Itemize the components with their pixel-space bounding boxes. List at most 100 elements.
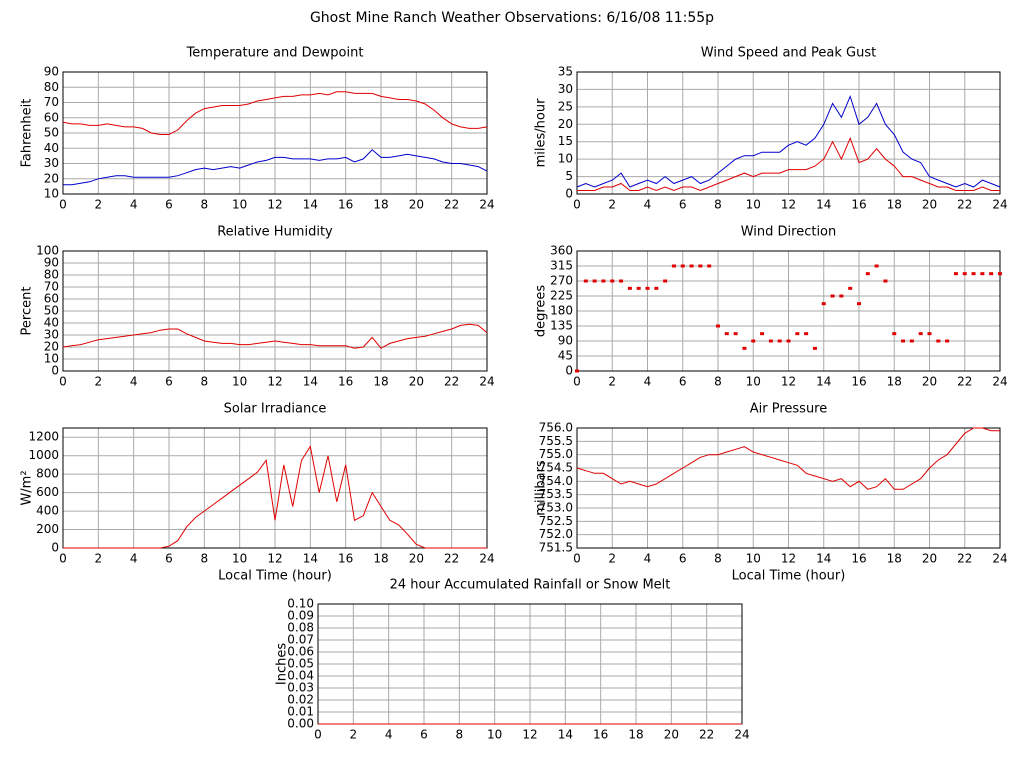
y-tick-label: 755.5: [539, 434, 573, 448]
chart-panel: Temperature and DewpointFahrenheit102030…: [20, 46, 495, 212]
x-tick-label: 20: [664, 728, 679, 742]
y-tick-label: 0: [565, 187, 573, 201]
y-tick-label: 80: [44, 80, 59, 94]
data-point: [671, 264, 676, 268]
data-point: [636, 286, 641, 290]
y-tick-label: 10: [44, 352, 59, 366]
data-point: [742, 346, 747, 350]
x-tick-label: 12: [781, 375, 796, 389]
chart-title: Air Pressure: [750, 402, 828, 417]
x-tick-label: 8: [456, 728, 464, 742]
y-axis-label: Percent: [20, 287, 35, 336]
x-tick-label: 4: [130, 198, 138, 212]
data-point: [760, 332, 765, 336]
x-tick-label: 6: [165, 375, 173, 389]
y-tick-label: 10: [558, 152, 573, 166]
x-tick-label: 2: [95, 375, 103, 389]
data-point: [663, 279, 668, 283]
data-point: [583, 279, 588, 283]
x-tick-label: 4: [385, 728, 393, 742]
x-tick-label: 8: [201, 375, 209, 389]
x-tick-label: 22: [699, 728, 714, 742]
x-tick-label: 8: [714, 375, 722, 389]
x-tick-label: 8: [201, 552, 209, 566]
y-tick-label: 10: [44, 187, 59, 201]
data-point: [751, 339, 756, 343]
y-tick-label: 30: [558, 82, 573, 96]
y-tick-label: 50: [44, 304, 59, 318]
x-tick-label: 6: [679, 375, 687, 389]
x-axis-label: Local Time (hour): [732, 569, 846, 584]
x-tick-label: 14: [816, 375, 831, 389]
data-point: [610, 279, 615, 283]
y-axis-label: Inches: [275, 643, 290, 685]
x-tick-label: 14: [558, 728, 573, 742]
y-tick-label: 70: [44, 280, 59, 294]
x-tick-label: 24: [992, 552, 1007, 566]
y-tick-label: 1200: [28, 430, 59, 444]
chart-panel: Air Pressure millibars Local Time (hour) 75…: [534, 402, 1008, 584]
y-tick-label: 755.0: [539, 447, 573, 461]
data-point: [857, 302, 861, 306]
x-tick-label: 12: [781, 198, 796, 212]
data-point: [989, 272, 994, 276]
data-point: [804, 332, 809, 336]
x-tick-label: 4: [644, 198, 652, 212]
y-tick-label: 0.01: [287, 705, 314, 719]
y-axis-label: W/m²: [20, 470, 35, 505]
y-tick-label: 225: [550, 289, 573, 303]
y-tick-label: 80: [44, 268, 59, 282]
y-tick-label: 135: [550, 319, 573, 333]
x-tick-label: 16: [338, 198, 353, 212]
y-tick-label: 90: [558, 334, 573, 348]
x-tick-label: 4: [130, 552, 138, 566]
data-point: [812, 346, 817, 350]
y-tick-label: 0.06: [287, 645, 314, 659]
plot-frame: [576, 427, 1001, 549]
y-tick-label: 754.5: [539, 461, 573, 475]
y-tick-label: 751.5: [539, 541, 573, 555]
data-point: [883, 279, 888, 283]
y-tick-label: 753.5: [539, 487, 573, 501]
y-tick-label: 0.03: [287, 681, 314, 695]
x-tick-label: 2: [608, 552, 616, 566]
x-tick-label: 2: [608, 375, 616, 389]
x-tick-label: 10: [232, 198, 247, 212]
y-tick-label: 752.5: [539, 514, 573, 528]
x-tick-label: 20: [409, 375, 424, 389]
x-tick-label: 2: [95, 198, 103, 212]
x-tick-label: 18: [887, 198, 902, 212]
x-tick-label: 4: [644, 375, 652, 389]
data-point: [839, 294, 844, 298]
y-tick-label: 0.10: [287, 597, 314, 611]
data-point: [724, 332, 729, 336]
data-point: [945, 339, 950, 343]
x-tick-label: 10: [746, 375, 761, 389]
x-tick-label: 18: [628, 728, 643, 742]
y-tick-label: 753.0: [539, 501, 573, 515]
plot-frame: [62, 71, 488, 195]
y-tick-label: 20: [44, 340, 59, 354]
data-point: [971, 272, 976, 276]
y-tick-label: 25: [558, 99, 573, 113]
x-tick-label: 12: [267, 552, 282, 566]
plot-frame: [62, 427, 488, 549]
data-point: [848, 286, 853, 290]
x-tick-label: 22: [957, 375, 972, 389]
data-point: [962, 272, 967, 276]
x-tick-label: 18: [887, 552, 902, 566]
x-tick-label: 14: [303, 198, 318, 212]
data-point: [953, 272, 958, 276]
y-tick-label: 0.00: [287, 717, 314, 731]
y-tick-label: 40: [44, 316, 59, 330]
x-tick-label: 18: [373, 375, 388, 389]
y-tick-label: 600: [36, 485, 59, 499]
x-tick-label: 6: [420, 728, 428, 742]
data-point: [601, 279, 606, 283]
y-tick-label: 50: [44, 126, 59, 140]
y-tick-label: 30: [44, 156, 59, 170]
y-tick-label: 0: [51, 364, 59, 378]
data-point: [716, 324, 720, 328]
y-tick-label: 800: [36, 467, 59, 481]
x-tick-label: 0: [314, 728, 322, 742]
